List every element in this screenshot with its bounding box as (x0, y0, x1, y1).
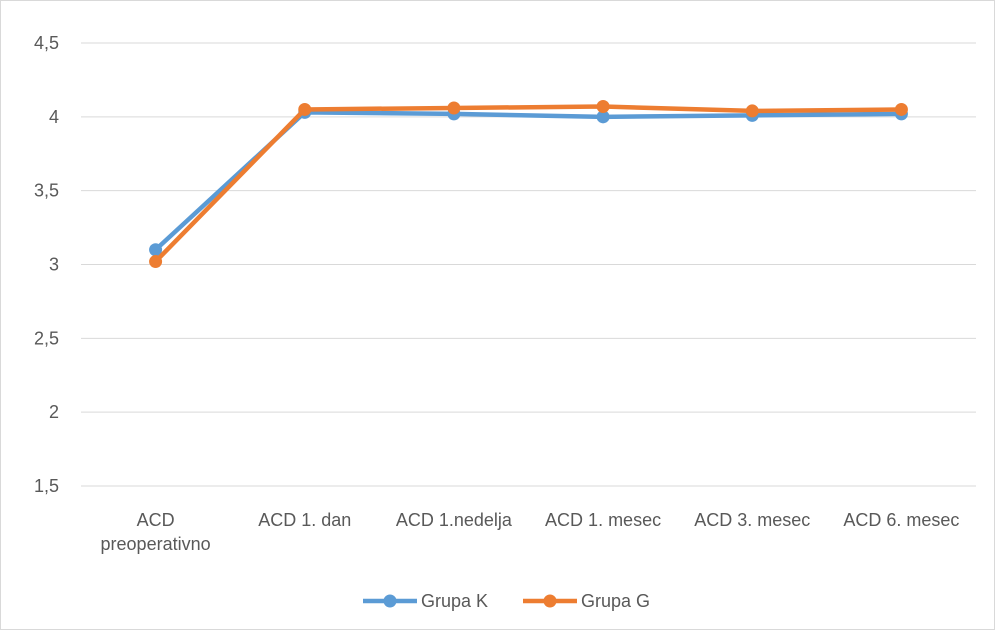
legend-label: Grupa K (421, 591, 488, 611)
series-grupa-k (149, 105, 908, 257)
data-point (745, 104, 759, 118)
legend: Grupa K Grupa G (363, 591, 650, 611)
y-tick-label: 2,5 (34, 328, 59, 348)
series-line (153, 110, 904, 252)
legend-item: Grupa K (363, 591, 488, 611)
data-point (596, 99, 610, 113)
legend-marker (543, 594, 557, 608)
y-tick-label: 4 (49, 107, 59, 127)
y-tick-label: 3,5 (34, 181, 59, 201)
data-point (894, 102, 908, 116)
x-tick-label: ACD 1. dan (258, 510, 351, 530)
gridlines (81, 42, 976, 487)
data-point (149, 255, 163, 269)
series-lines (149, 99, 908, 269)
data-point (298, 102, 312, 116)
x-tick-label: ACD 1.nedelja (396, 510, 513, 530)
x-tick-label: ACD (137, 510, 175, 530)
x-tick-label: ACD 6. mesec (843, 510, 959, 530)
data-point (149, 243, 163, 257)
y-tick-label: 1,5 (34, 476, 59, 496)
y-tick-label: 2 (49, 402, 59, 422)
x-tick-label: ACD 3. mesec (694, 510, 810, 530)
series-grupa-g (149, 99, 908, 269)
legend-marker (383, 594, 397, 608)
x-axis-ticks: ACD preoperativno ACD 1. dan ACD 1.nedelja A… (101, 510, 960, 554)
data-point (447, 101, 461, 115)
y-tick-label: 3 (49, 255, 59, 275)
data-point (596, 110, 610, 124)
y-tick-label: 4,5 (34, 33, 59, 53)
legend-item: Grupa G (523, 591, 650, 611)
legend-label: Grupa G (581, 591, 650, 611)
y-axis-ticks: 4,5 4 3,5 3 2,5 2 1,5 (34, 33, 59, 496)
x-tick-label: preoperativno (101, 534, 211, 554)
x-tick-label: ACD 1. mesec (545, 510, 661, 530)
series-line (153, 104, 904, 264)
